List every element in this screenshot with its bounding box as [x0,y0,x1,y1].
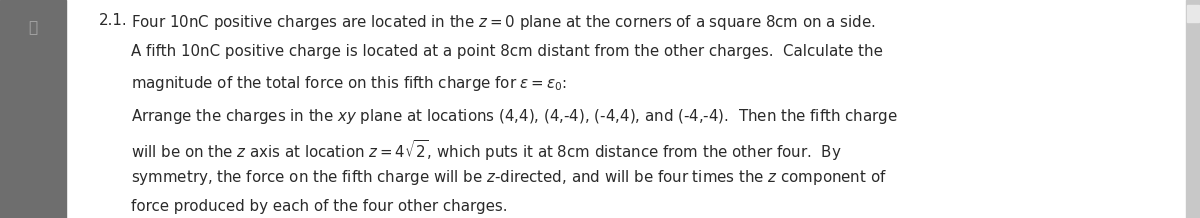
Text: 2.1.: 2.1. [98,13,127,28]
Bar [1187,5,1199,22]
Text: Arrange the charges in the $xy$ plane at locations (4,4), (4,-4), (-4,4), and (-: Arrange the charges in the $xy$ plane at… [131,107,898,126]
Bar [1186,0,1200,218]
Text: Four 10nC positive charges are located in the $z = 0$ plane at the corners of a : Four 10nC positive charges are located i… [131,13,876,32]
Text: A fifth 10nC positive charge is located at a point 8cm distant from the other ch: A fifth 10nC positive charge is located … [131,44,883,59]
Bar [0,0,66,218]
Text: will be on the $z$ axis at location $z = 4\sqrt{2}$, which puts it at 8cm distan: will be on the $z$ axis at location $z =… [131,138,841,163]
Text: symmetry, the force on the fifth charge will be $z$-directed, and will be four t: symmetry, the force on the fifth charge … [131,169,887,187]
Text: force produced by each of the four other charges.: force produced by each of the four other… [131,199,508,214]
Text: magnitude of the total force on this fifth charge for $\epsilon = \epsilon_0$:: magnitude of the total force on this fif… [131,74,566,93]
Text: 📎: 📎 [28,20,37,35]
